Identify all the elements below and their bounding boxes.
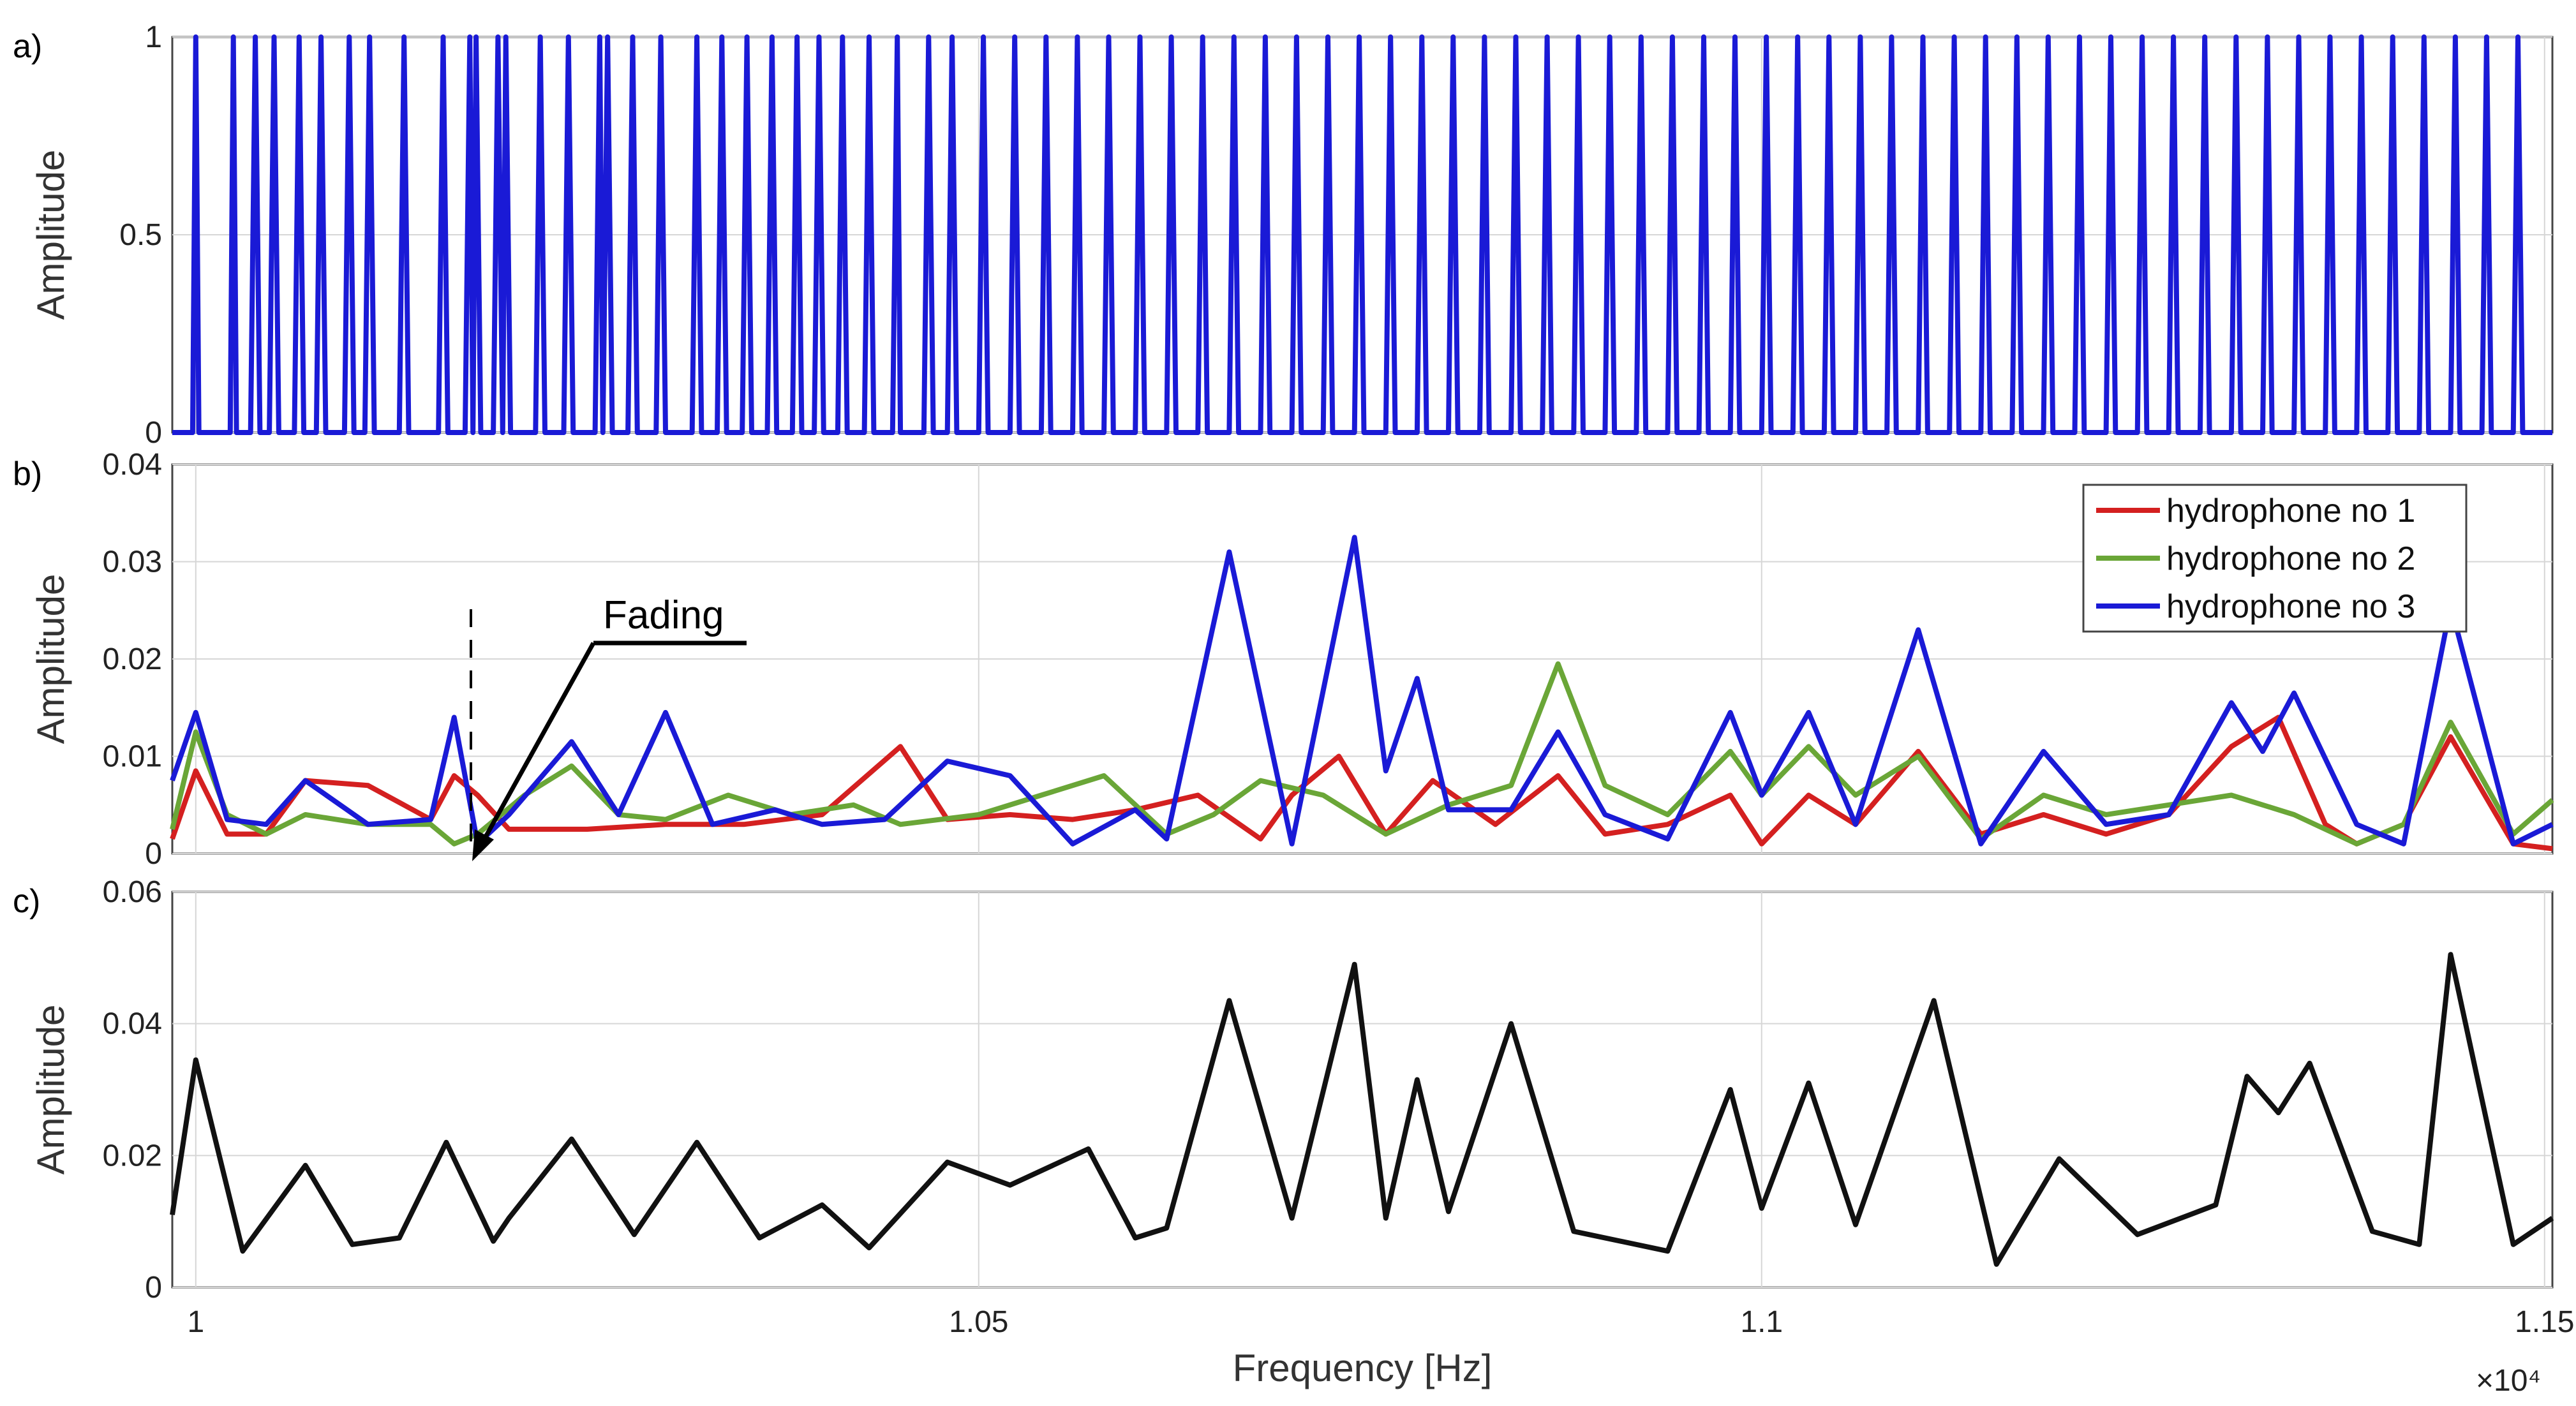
exponent-label: ×10⁴ bbox=[2476, 1364, 2541, 1398]
panel-c-xlabel: Frequency [Hz] bbox=[1233, 1347, 1493, 1389]
xtick-label-1: 1.05 bbox=[949, 1305, 1008, 1339]
panel-c-ytick-label-0: 0 bbox=[145, 1271, 162, 1305]
panel-b-series-2 bbox=[170, 661, 2554, 847]
legend-label-1: hydrophone no 1 bbox=[2166, 492, 2415, 529]
xtick-label-3: 1.15 bbox=[2515, 1305, 2574, 1339]
panel-c-ytick-label-2: 0.04 bbox=[103, 1007, 162, 1041]
fading-arrow-head bbox=[472, 829, 494, 861]
legend: hydrophone no 1 hydrophone no 2 hydropho… bbox=[2082, 484, 2468, 633]
panel-b-ytick-label-4: 0.04 bbox=[103, 448, 162, 482]
panel-a-series-1 bbox=[172, 34, 2552, 435]
legend-label-2: hydrophone no 2 bbox=[2166, 540, 2415, 577]
panel-c-ytick-label-3: 0.06 bbox=[103, 875, 162, 909]
panel-a-tag: a) bbox=[13, 28, 42, 65]
panel-b-tag: b) bbox=[13, 455, 42, 492]
panel-a-yticks: 00.51 bbox=[119, 20, 162, 450]
xtick-label-0: 1 bbox=[187, 1305, 204, 1339]
panel-c-tag: c) bbox=[13, 883, 40, 920]
panel-b-yticks: 0 0.01 0.02 0.03 0.04 bbox=[103, 448, 162, 871]
panel-c-xticks: 1 1.05 1.1 1.15 bbox=[187, 1305, 2574, 1339]
panel-a-ytick-label-2: 1 bbox=[145, 20, 162, 54]
panel-c-series bbox=[170, 952, 2554, 1267]
legend-label-3: hydrophone no 3 bbox=[2166, 588, 2415, 625]
panel-a: a) 00.51 Amplitude bbox=[13, 20, 2554, 450]
panel-b-ylabel: Amplitude bbox=[29, 574, 72, 744]
panel-c-ytick-label-1: 0.02 bbox=[103, 1139, 162, 1173]
panel-c: c) 00.020.040.06 1 1.05 1.1 1.15 Amplitude … bbox=[13, 875, 2574, 1398]
panel-c-series-1 bbox=[170, 952, 2554, 1267]
panel-a-series bbox=[172, 34, 2552, 435]
panel-b-series-1 bbox=[170, 714, 2553, 852]
panel-c-axes bbox=[171, 891, 2554, 1289]
fading-arrow-line bbox=[477, 642, 596, 848]
panel-c-ylabel: Amplitude bbox=[29, 1005, 72, 1175]
panel-b-ytick-label-3: 0.03 bbox=[103, 545, 162, 579]
panel-c-yticks: 0 0.02 0.04 0.06 bbox=[103, 875, 162, 1305]
panel-b-ytick-label-2: 0.02 bbox=[103, 642, 162, 676]
panel-b-ytick-label-0: 0 bbox=[145, 837, 162, 871]
panel-b: b) 0 0.01 0.02 0.03 0.04 Amplitude Fading hy… bbox=[13, 448, 2554, 871]
panel-a-ytick-label-1: 0.5 bbox=[119, 218, 162, 252]
xtick-label-2: 1.1 bbox=[1740, 1305, 1783, 1339]
panel-b-ytick-label-1: 0.01 bbox=[103, 740, 162, 774]
panel-a-ytick-label-0: 0 bbox=[145, 416, 162, 450]
panel-a-ylabel: Amplitude bbox=[29, 150, 72, 320]
panel-c-grid bbox=[172, 891, 2552, 1288]
fading-annotation: Fading bbox=[603, 593, 724, 637]
